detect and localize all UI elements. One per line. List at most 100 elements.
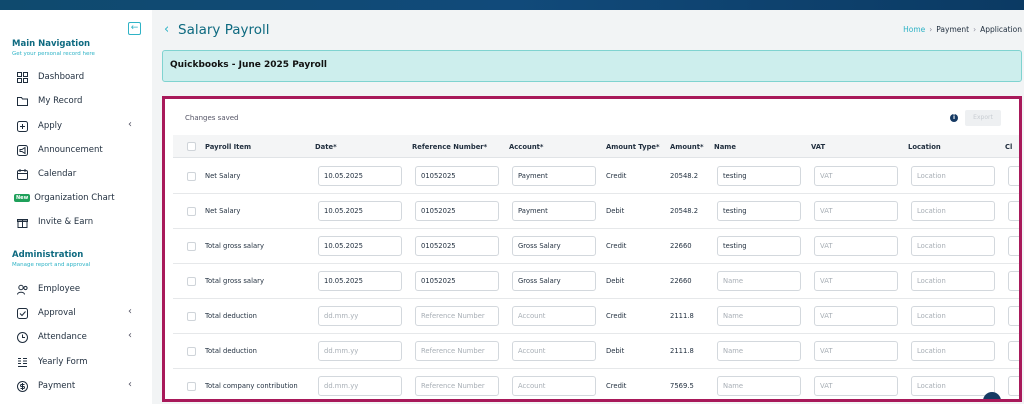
name-field[interactable]: testing: [717, 166, 801, 186]
reference-field[interactable]: Reference Number: [415, 376, 499, 396]
vat-field[interactable]: VAT: [814, 201, 898, 221]
chevron-left-icon[interactable]: ‹: [128, 379, 132, 390]
account-field[interactable]: Gross Salary: [512, 236, 596, 256]
column-header[interactable]: Payroll Item: [205, 143, 252, 151]
date-field[interactable]: dd.mm.yy: [318, 306, 402, 326]
sidebar-item-announcement[interactable]: Announcement: [16, 142, 140, 158]
reference-field[interactable]: 01052025: [415, 201, 499, 221]
location-field[interactable]: Location: [911, 306, 995, 326]
export-button[interactable]: Export: [965, 110, 1001, 126]
date-field[interactable]: 10.05.2025: [318, 271, 402, 291]
account-field[interactable]: Account: [512, 306, 596, 326]
location-field[interactable]: Location: [911, 166, 995, 186]
row-checkbox[interactable]: [187, 207, 196, 216]
extra-field[interactable]: [1008, 341, 1019, 361]
name-field[interactable]: testing: [717, 201, 801, 221]
extra-field[interactable]: [1008, 306, 1019, 326]
sidebar-item-invite-earn[interactable]: Invite & Earn: [16, 214, 140, 230]
sidebar-item-employee[interactable]: Employee: [16, 281, 140, 297]
extra-field[interactable]: [1008, 166, 1019, 186]
sidebar-item-yearly-form[interactable]: Yearly Form: [16, 354, 140, 370]
row-checkbox[interactable]: [187, 312, 196, 321]
extra-field[interactable]: [1008, 376, 1019, 396]
reference-field[interactable]: Reference Number: [415, 306, 499, 326]
calendar-icon: [16, 168, 28, 180]
info-icon[interactable]: i: [950, 114, 958, 122]
name-field[interactable]: Name: [717, 376, 801, 396]
gift-icon: [16, 216, 28, 228]
name-field[interactable]: Name: [717, 271, 801, 291]
location-field[interactable]: Location: [911, 236, 995, 256]
breadcrumb-home[interactable]: Home: [903, 25, 926, 34]
date-field[interactable]: dd.mm.yy: [318, 341, 402, 361]
sidebar-item-approval[interactable]: Approval ‹: [16, 305, 140, 321]
account-field[interactable]: Payment: [512, 201, 596, 221]
row-checkbox[interactable]: [187, 347, 196, 356]
sidebar-item-payment[interactable]: Payment ‹: [16, 378, 140, 394]
column-header[interactable]: Reference Number*: [412, 143, 488, 151]
payroll-item: Total deduction: [205, 312, 257, 320]
row-checkbox[interactable]: [187, 277, 196, 286]
location-field[interactable]: Location: [911, 376, 995, 396]
reference-field[interactable]: Reference Number: [415, 341, 499, 361]
location-field[interactable]: Location: [911, 271, 995, 291]
account-field[interactable]: Gross Salary: [512, 271, 596, 291]
date-field[interactable]: dd.mm.yy: [318, 376, 402, 396]
vat-field[interactable]: VAT: [814, 166, 898, 186]
column-header[interactable]: VAT: [811, 143, 826, 151]
column-header[interactable]: Cl: [1005, 143, 1013, 151]
date-field[interactable]: 10.05.2025: [318, 166, 402, 186]
breadcrumb-application[interactable]: Application: [980, 25, 1022, 34]
extra-field[interactable]: [1008, 271, 1019, 291]
extra-field[interactable]: [1008, 236, 1019, 256]
row-checkbox[interactable]: [187, 172, 196, 181]
date-field[interactable]: 10.05.2025: [318, 236, 402, 256]
table-row: Total deduction Debit 2111.8 dd.mm.yy Refere…: [173, 334, 1019, 369]
sidebar-item-apply[interactable]: Apply ‹: [16, 118, 140, 134]
scroll-button[interactable]: [983, 392, 1001, 399]
column-header[interactable]: Amount Type*: [606, 143, 660, 151]
name-field[interactable]: Name: [717, 306, 801, 326]
location-field[interactable]: Location: [911, 341, 995, 361]
date-field[interactable]: 10.05.2025: [318, 201, 402, 221]
breadcrumb-payment[interactable]: Payment: [936, 25, 970, 34]
name-field[interactable]: testing: [717, 236, 801, 256]
select-all-checkbox[interactable]: [187, 142, 196, 151]
column-header[interactable]: Location: [908, 143, 941, 151]
chevron-left-icon[interactable]: ‹: [128, 119, 132, 130]
column-header[interactable]: Amount*: [670, 143, 704, 151]
vat-field[interactable]: VAT: [814, 376, 898, 396]
sidebar-item-calendar[interactable]: Calendar: [16, 166, 140, 182]
administration-subtitle: Manage report and approval: [12, 262, 91, 268]
reference-field[interactable]: 01052025: [415, 166, 499, 186]
column-header[interactable]: Date*: [315, 143, 337, 151]
sidebar-item-organization-chart[interactable]: New Organization Chart: [14, 190, 138, 206]
vat-field[interactable]: VAT: [814, 236, 898, 256]
sidebar-item-my-record[interactable]: My Record: [16, 93, 140, 109]
column-header[interactable]: Account*: [509, 143, 544, 151]
account-field[interactable]: Account: [512, 341, 596, 361]
payroll-banner: Quickbooks - June 2025 Payroll: [162, 50, 1022, 82]
sidebar-item-attendance[interactable]: Attendance ‹: [16, 329, 140, 345]
chevron-left-icon[interactable]: ‹: [128, 330, 132, 341]
column-header[interactable]: Name: [714, 143, 736, 151]
extra-field[interactable]: [1008, 201, 1019, 221]
account-field[interactable]: Account: [512, 376, 596, 396]
row-checkbox[interactable]: [187, 242, 196, 251]
vat-field[interactable]: VAT: [814, 271, 898, 291]
row-checkbox[interactable]: [187, 382, 196, 391]
sidebar-item-label: Calendar: [38, 169, 77, 179]
reference-field[interactable]: 01052025: [415, 271, 499, 291]
sidebar-item-dashboard[interactable]: Dashboard: [16, 69, 140, 85]
name-field[interactable]: Name: [717, 341, 801, 361]
location-field[interactable]: Location: [911, 201, 995, 221]
apply-icon: [16, 120, 28, 132]
new-badge: New: [14, 194, 31, 202]
vat-field[interactable]: VAT: [814, 306, 898, 326]
arrow-left-icon[interactable]: ←: [128, 22, 141, 35]
vat-field[interactable]: VAT: [814, 341, 898, 361]
chevron-left-icon[interactable]: ‹: [164, 22, 170, 37]
chevron-left-icon[interactable]: ‹: [128, 306, 132, 317]
reference-field[interactable]: 01052025: [415, 236, 499, 256]
account-field[interactable]: Payment: [512, 166, 596, 186]
